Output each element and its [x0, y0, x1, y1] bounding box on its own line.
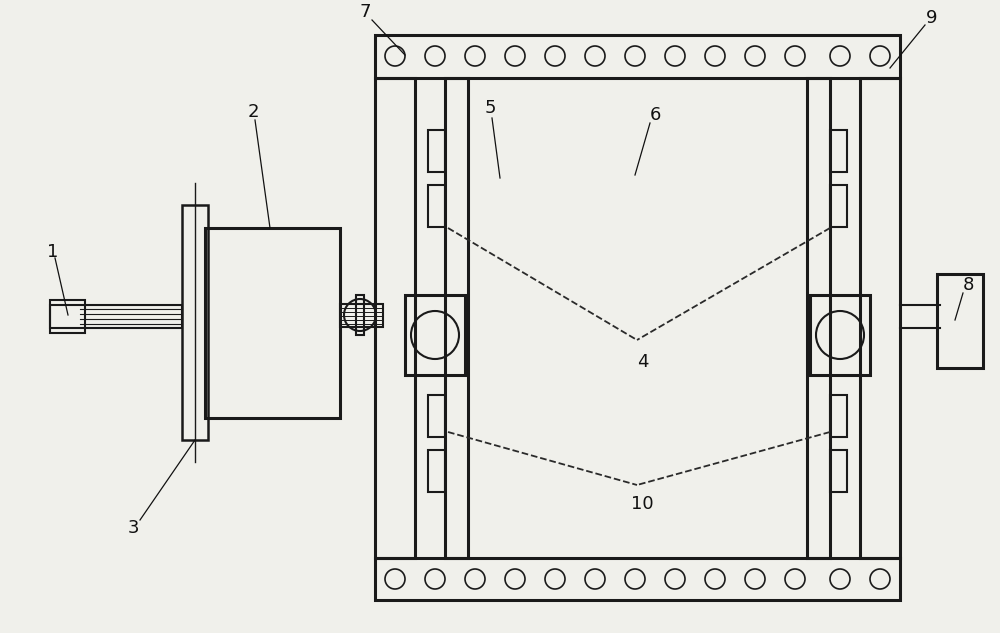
Bar [428, 130, 445, 172]
Bar [830, 185, 847, 227]
Text: 3: 3 [127, 519, 139, 537]
Bar [205, 228, 340, 418]
Bar [182, 205, 208, 440]
Bar [50, 300, 85, 333]
Bar [830, 395, 847, 437]
Bar [860, 78, 900, 558]
Bar [405, 295, 465, 375]
Text: 1: 1 [47, 243, 59, 261]
Text: 5: 5 [484, 99, 496, 117]
Text: 8: 8 [962, 276, 974, 294]
Bar [428, 185, 445, 227]
Bar [375, 558, 900, 600]
Bar [428, 450, 445, 492]
Bar [830, 450, 847, 492]
Bar [428, 395, 445, 437]
Bar [340, 304, 383, 327]
Bar [807, 78, 830, 558]
Text: 10: 10 [631, 495, 653, 513]
Bar [830, 130, 847, 172]
Bar [937, 274, 983, 368]
Text: 6: 6 [649, 106, 661, 124]
Bar [356, 295, 364, 335]
Text: 9: 9 [926, 9, 938, 27]
Bar [375, 35, 900, 78]
Bar [50, 305, 182, 328]
Text: 7: 7 [359, 3, 371, 21]
Bar [810, 295, 870, 375]
Bar [375, 78, 415, 558]
Bar [445, 78, 468, 558]
Text: 2: 2 [247, 103, 259, 121]
Text: 4: 4 [637, 353, 649, 371]
